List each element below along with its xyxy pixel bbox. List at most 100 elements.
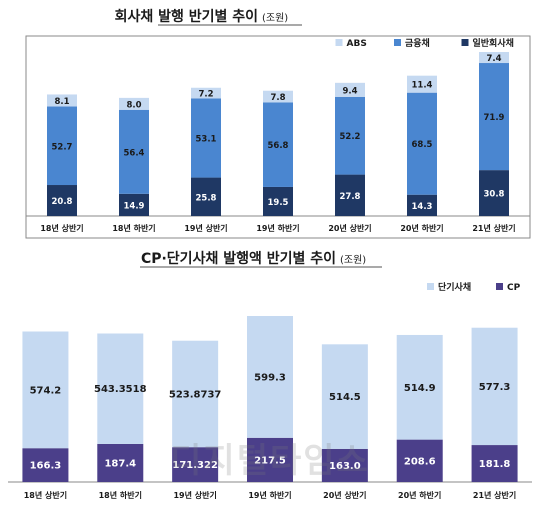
data-label: 20.8 (52, 197, 73, 207)
bar-series-0 (172, 447, 219, 482)
bar-series-2 (335, 82, 365, 97)
x-tick-label: 19년 하반기 (248, 490, 291, 500)
legend-swatch (496, 283, 503, 290)
bar-series-0 (479, 170, 509, 216)
bar-series-2 (47, 94, 77, 107)
bar-group: 20.8 52.7 8.1 14.9 56.4 8.0 25.8 53.1 7.2 19.5 56.… (47, 52, 509, 216)
x-tick-label: 20년 하반기 (400, 223, 443, 233)
legend-swatch (335, 39, 343, 46)
bar-series-0 (471, 445, 518, 482)
bar-series-0 (321, 448, 368, 482)
cp-short-term-bond-chart: CP·단기사채 발행액 반기별 추이 (조원) CP 단기사채 166.3 574.… (8, 250, 532, 500)
bar-series-0 (47, 185, 77, 216)
x-tick-labels: 18년 상반기 18년 하반기 19년 상반기 19년 하반기 20년 상반기 20년 하… (24, 490, 517, 500)
x-tick-label: 20년 상반기 (328, 223, 371, 233)
bar-series-0 (407, 194, 437, 216)
bar-series-1 (22, 331, 69, 449)
data-label: 8.1 (54, 97, 69, 107)
data-label: 14.3 (412, 202, 433, 212)
bar-series-2 (479, 52, 509, 64)
data-label: 53.1 (196, 135, 217, 145)
bar-series-1 (321, 344, 368, 449)
legend-label: 일반회사채 (473, 37, 514, 49)
bar-series-0 (247, 437, 293, 482)
bar-series-0 (97, 443, 144, 482)
bar-series-2 (407, 75, 437, 93)
x-tick-label: 21년 상반기 (472, 223, 515, 233)
data-label: 19.5 (268, 198, 289, 208)
data-label: 14.9 (124, 201, 145, 211)
bar-series-0 (263, 186, 293, 216)
bar-series-2 (191, 87, 221, 99)
data-label: 514.9 (404, 383, 436, 394)
chart-unit: (조원) (262, 12, 288, 24)
legend-label: ABS (347, 39, 367, 49)
x-tick-label: 19년 하반기 (256, 223, 299, 233)
bar-series-1 (479, 63, 509, 171)
data-label: 187.4 (104, 458, 136, 469)
data-label: 56.4 (124, 148, 145, 158)
legend-swatch (394, 39, 401, 46)
x-tick-label: 20년 상반기 (323, 490, 366, 500)
data-label: 7.8 (270, 93, 285, 103)
legend-label: 단기사채 (438, 281, 471, 293)
legend: CP 단기사채 (427, 281, 521, 293)
bar-series-2 (119, 97, 149, 110)
legend-label: 금융채 (405, 37, 430, 49)
data-label: 11.4 (412, 81, 433, 91)
x-tick-label: 19년 상반기 (173, 490, 216, 500)
x-tick-label: 21년 상반기 (473, 490, 516, 500)
bar-series-0 (22, 448, 69, 482)
data-label: 599.3 (254, 372, 286, 383)
chart-title: 회사채 발행 반기별 추이 (115, 8, 258, 25)
bar-series-1 (172, 340, 219, 448)
x-tick-label: 19년 상반기 (184, 223, 227, 233)
bar-series-1 (263, 102, 293, 187)
data-label: 7.2 (198, 90, 213, 100)
data-label: 514.5 (329, 392, 361, 403)
bar-series-0 (396, 439, 443, 482)
data-label: 71.9 (484, 113, 505, 123)
data-label: 30.8 (484, 190, 505, 200)
bar-series-1 (247, 316, 293, 438)
data-label: 208.6 (404, 456, 436, 467)
bar-series-1 (407, 92, 437, 195)
legend: 일반회사채 금융채 ABS (335, 37, 514, 49)
x-tick-label: 18년 하반기 (99, 490, 142, 500)
x-tick-label: 20년 하반기 (398, 490, 441, 500)
data-label: 8.0 (126, 100, 141, 110)
legend-swatch (427, 283, 434, 290)
data-label: 543.3518 (94, 384, 147, 395)
data-label: 574.2 (30, 385, 62, 396)
x-tick-label: 18년 상반기 (24, 490, 67, 500)
bar-series-1 (471, 327, 518, 446)
chart-unit: (조원) (340, 254, 366, 266)
bar-series-0 (191, 177, 221, 216)
bar-series-0 (335, 174, 365, 216)
data-label: 181.8 (479, 459, 511, 470)
data-label: 7.4 (486, 54, 501, 64)
data-label: 9.4 (342, 86, 357, 96)
data-label: 25.8 (196, 193, 217, 203)
data-label: 163.0 (329, 461, 361, 472)
data-label: 52.7 (52, 142, 73, 152)
bond-issuance-chart: 회사채 발행 반기별 추이 (조원) 일반회사채 금융채 ABS 20.8 52.7 8… (25, 8, 531, 239)
watermark: 디지털타임스 (170, 441, 370, 481)
bar-series-1 (47, 106, 77, 186)
bar-series-0 (119, 193, 149, 216)
chart-title: CP·단기사채 발행액 반기별 추이 (141, 250, 336, 267)
data-label: 523.8737 (169, 389, 222, 400)
bar-series-2 (263, 90, 293, 103)
bar-series-1 (97, 333, 144, 444)
bar-group: 166.3 574.2 187.4 543.3518 171.322 523.8737 21… (22, 316, 518, 482)
data-label: 577.3 (479, 382, 511, 393)
x-tick-labels: 18년 상반기 18년 하반기 19년 상반기 19년 하반기 20년 상반기 20년 하… (40, 223, 515, 233)
data-label: 52.2 (340, 132, 361, 142)
bar-series-1 (396, 334, 443, 440)
data-label: 27.8 (340, 192, 361, 202)
bar-series-1 (119, 109, 149, 194)
data-label: 217.5 (254, 455, 286, 466)
bar-series-1 (335, 96, 365, 175)
data-label: 56.8 (268, 141, 289, 151)
data-label: 68.5 (412, 140, 433, 150)
